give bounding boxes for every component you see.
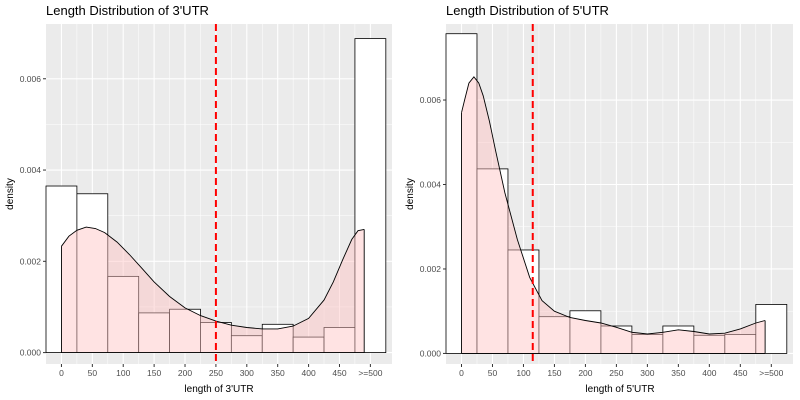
histogram-bar	[169, 308, 201, 353]
x-tick-label: 350	[271, 368, 285, 378]
x-tick-label: 150	[547, 368, 561, 378]
y-tick-label: 0.004	[420, 179, 442, 189]
y-axis: 0.000 0.002 0.004 0.006	[20, 74, 46, 358]
x-axis: 0 50 100 150 200 250 300 350 400 450 >=500	[459, 364, 784, 378]
x-tick-label: 50	[88, 368, 98, 378]
density-curve	[61, 226, 365, 330]
x-tick-label: 450	[332, 368, 346, 378]
chart-3utr: Length Distribution of 3'UTR 0.0000.0020…	[5, 3, 392, 395]
x-axis: 0 50 100 150 200 250 300 350 400 450 >=500	[59, 364, 383, 378]
density-layer	[60, 226, 365, 354]
x-tick-label: 250	[609, 368, 623, 378]
x-tick-label: 300	[640, 368, 654, 378]
x-tick-label: 100	[116, 368, 130, 378]
x-tick-label: 300	[240, 368, 254, 378]
x-tick-label: 450	[733, 368, 747, 378]
y-tick-label: 0.002	[20, 256, 42, 266]
density-area	[461, 76, 766, 354]
x-tick-label: >=500	[759, 368, 783, 378]
x-tick-label: 50	[488, 368, 498, 378]
x-tick-label: 150	[147, 368, 161, 378]
x-tick-label: 350	[671, 368, 685, 378]
histogram-bar	[755, 304, 788, 354]
histogram-bar	[507, 249, 540, 354]
y-axis-title: density	[405, 178, 416, 210]
y-axis: 0.000 0.002 0.004 0.006	[420, 95, 446, 358]
x-tick-label: 200	[178, 368, 192, 378]
x-tick-label: 0	[59, 368, 64, 378]
x-tick-label: 400	[702, 368, 716, 378]
bars	[445, 33, 788, 354]
chart-5utr: Length Distribution of 5'UTR 0.0000.0020…	[405, 3, 793, 395]
y-tick-label: 0.006	[20, 74, 42, 84]
x-tick-label: 400	[301, 368, 315, 378]
histogram-bar	[476, 168, 509, 354]
density-area	[61, 227, 365, 353]
x-tick-label: >=500	[358, 368, 382, 378]
y-tick-label: 0.004	[20, 165, 42, 175]
y-tick-label: 0.000	[20, 348, 42, 358]
histogram-bar	[354, 38, 387, 353]
density-curve	[461, 76, 766, 335]
x-axis-title: length of 5'UTR	[585, 384, 654, 395]
x-tick-label: 100	[516, 368, 530, 378]
y-axis-title: density	[5, 178, 16, 210]
chart-title: Length Distribution of 5'UTR	[446, 3, 609, 18]
histogram-bar	[323, 327, 356, 353]
x-tick-label: 200	[578, 368, 592, 378]
density-layer	[461, 76, 766, 354]
x-axis-title: length of 3'UTR	[184, 384, 253, 395]
y-tick-label: 0.002	[420, 264, 442, 274]
x-tick-label: 250	[209, 368, 223, 378]
y-tick-label: 0.000	[420, 348, 442, 358]
histogram-bar	[107, 275, 140, 353]
chart-title: Length Distribution of 3'UTR	[46, 3, 209, 18]
y-tick-label: 0.006	[420, 95, 442, 105]
x-tick-label: 0	[459, 368, 464, 378]
histogram-bar	[76, 193, 109, 353]
